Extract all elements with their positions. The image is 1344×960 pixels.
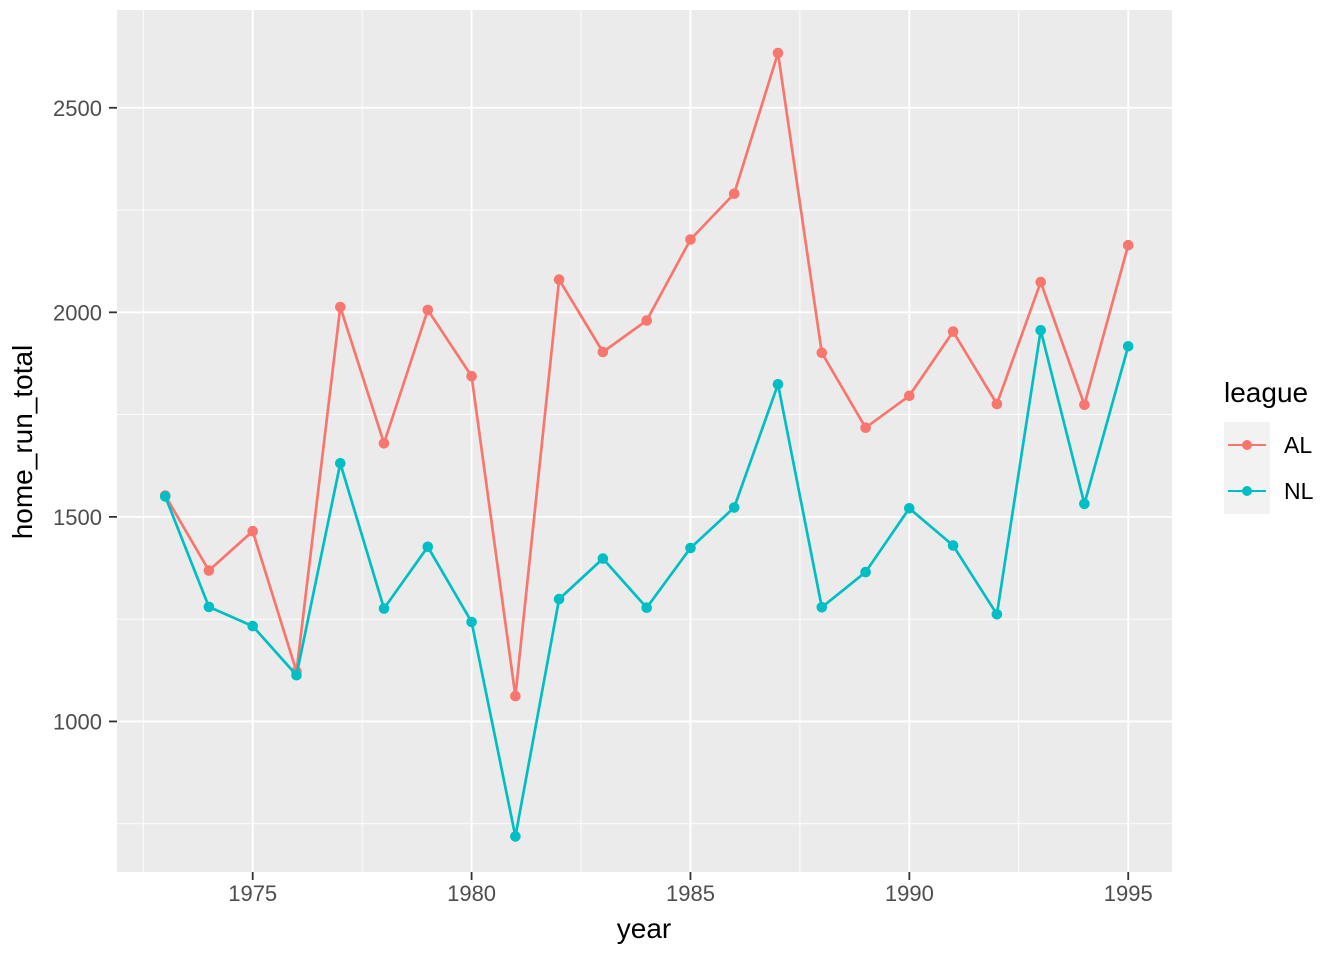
- data-point-al: [378, 438, 390, 449]
- data-point-nl: [553, 593, 565, 605]
- legend-key-al: [1224, 422, 1270, 468]
- data-point-al: [1035, 276, 1046, 288]
- data-point-nl: [510, 831, 521, 842]
- data-point-al: [904, 390, 915, 402]
- data-point-al: [991, 398, 1003, 410]
- data-point-al: [728, 188, 740, 199]
- x-axis-title: year: [616, 913, 672, 944]
- data-point-al: [203, 565, 215, 576]
- legend-key-nl: [1224, 468, 1270, 514]
- legend-point-icon: [1241, 485, 1253, 497]
- data-point-al: [816, 347, 828, 359]
- y-tick-label: 1000: [53, 709, 102, 734]
- legend-label-al: AL: [1284, 431, 1313, 458]
- data-point-nl: [772, 379, 784, 390]
- data-point-al: [1122, 239, 1134, 251]
- data-point-nl: [685, 542, 696, 554]
- data-point-nl: [1079, 498, 1090, 510]
- x-tick-label: 1990: [885, 881, 934, 906]
- legend-label-nl: NL: [1284, 477, 1314, 504]
- data-point-nl: [597, 553, 609, 564]
- legend-items: AL NL: [1224, 422, 1313, 514]
- legend-point-icon: [1241, 439, 1253, 451]
- y-tick-label: 1500: [53, 505, 102, 530]
- data-point-al: [860, 422, 871, 434]
- data-point-al: [641, 315, 652, 326]
- data-point-al: [1079, 399, 1090, 411]
- data-point-nl: [1122, 341, 1134, 352]
- data-point-nl: [247, 620, 258, 632]
- data-point-al: [947, 326, 959, 337]
- data-point-nl: [159, 491, 171, 502]
- data-point-nl: [728, 502, 740, 513]
- legend-item-al: AL: [1224, 422, 1313, 468]
- data-point-nl: [860, 566, 871, 578]
- data-point-nl: [466, 616, 477, 628]
- legend-item-nl: NL: [1224, 468, 1313, 514]
- data-point-nl: [991, 609, 1003, 620]
- legend: league AL NL: [1224, 377, 1313, 514]
- y-tick-label: 2500: [53, 96, 102, 121]
- data-point-nl: [203, 601, 215, 613]
- y-axis-title: home_run_total: [7, 344, 38, 540]
- data-point-al: [597, 346, 609, 358]
- data-point-al: [553, 274, 565, 285]
- data-point-al: [247, 525, 258, 537]
- data-point-nl: [422, 541, 434, 553]
- x-tick-label: 1995: [1104, 881, 1153, 906]
- data-point-nl: [641, 602, 652, 613]
- data-point-nl: [947, 540, 959, 551]
- x-tick-label: 1975: [228, 881, 277, 906]
- plot-panel: [117, 10, 1172, 872]
- data-point-al: [335, 301, 346, 313]
- data-point-al: [685, 234, 696, 245]
- x-tick-label: 1980: [447, 881, 496, 906]
- data-point-nl: [335, 458, 346, 469]
- data-point-al: [510, 690, 521, 702]
- data-point-nl: [1035, 325, 1046, 336]
- x-tick-label: 1985: [666, 881, 715, 906]
- data-point-nl: [816, 602, 828, 613]
- y-tick-label: 2000: [53, 300, 102, 325]
- data-point-al: [772, 47, 784, 59]
- data-point-al: [422, 304, 434, 316]
- data-point-nl: [904, 503, 915, 514]
- data-point-nl: [378, 603, 390, 614]
- legend-title: league: [1224, 377, 1309, 408]
- data-point-nl: [291, 669, 302, 681]
- data-point-al: [466, 370, 477, 382]
